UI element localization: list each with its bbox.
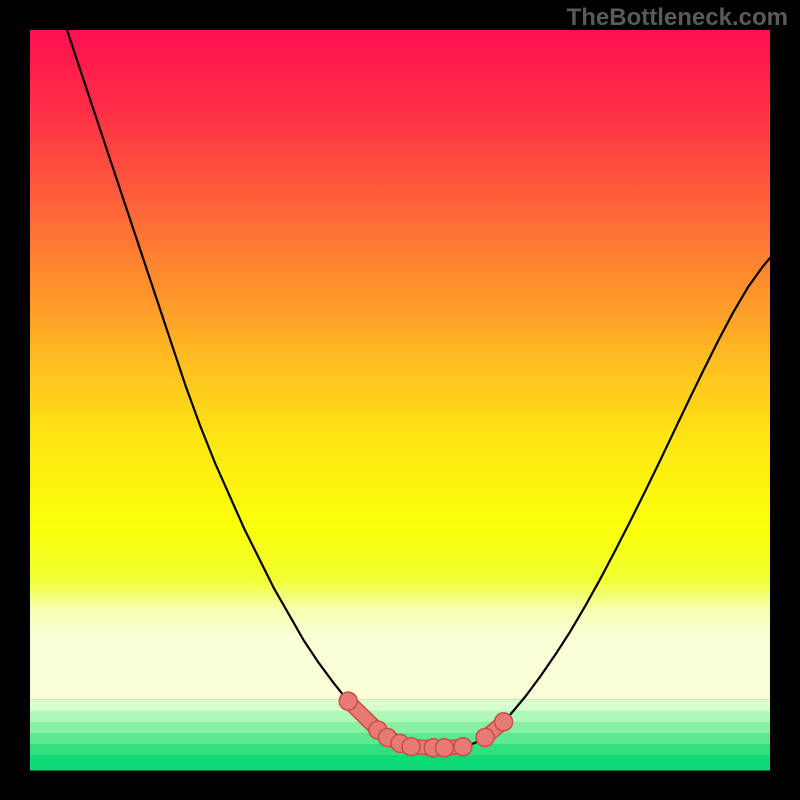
bg-stripe [30,711,770,723]
curve-marker [435,738,472,757]
bg-stripe [30,722,770,734]
chart-frame: TheBottleneck.com [0,0,800,800]
bg-stripe [30,700,770,712]
bg-stripe [30,755,770,770]
source-watermark: TheBottleneck.com [567,4,788,32]
chart-svg [0,0,800,800]
bg-gradient [30,30,770,700]
